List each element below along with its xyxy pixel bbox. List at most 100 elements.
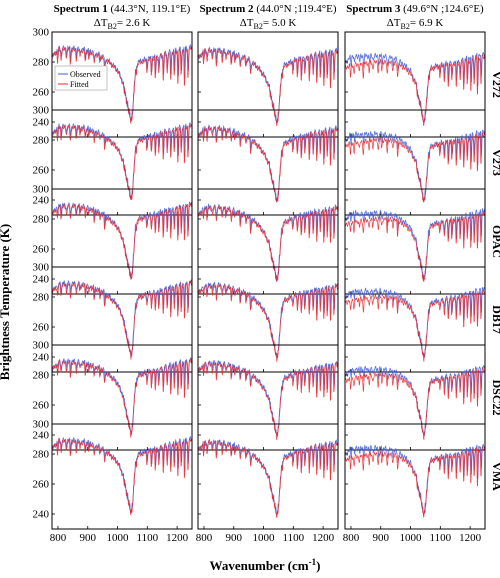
observed-series-line (51, 121, 193, 200)
fitted-series-line (51, 45, 193, 125)
x-tick-label: 1000 (253, 532, 276, 544)
column-title-coords: (44.0°N ;119.4°E) (254, 3, 337, 15)
y-tick-label: 260 (33, 87, 50, 99)
column-title: Spectrum 2 (44.0°N ;119.4°E) (199, 3, 336, 15)
fitted-series-line (197, 205, 339, 282)
y-tick-label: 260 (33, 479, 50, 491)
y-tick-label: 280 (33, 370, 50, 382)
delta-tb2-prefix: ΔT (387, 17, 401, 29)
x-tick-label: 900 (372, 532, 389, 544)
x-tick-label: 900 (79, 532, 96, 544)
panel: 240 260 280 300 (33, 105, 193, 216)
fitted-series-line (51, 437, 193, 516)
observed-series-line (51, 201, 193, 279)
delta-tb2-prefix: ΔT (94, 17, 108, 29)
legend-entry: Fitted (70, 80, 89, 89)
delta-tb2-label: ΔTB2= 5.0 K (240, 17, 297, 31)
y-tick-label: 240 (33, 430, 50, 442)
y-tick-label: 240 (33, 509, 50, 521)
y-tick-label: 300 (33, 419, 50, 431)
observed-series-line (197, 203, 339, 282)
fitted-series-line (197, 439, 339, 518)
y-tick-label: 280 (33, 135, 50, 147)
x-tick-label: 1000 (400, 532, 423, 544)
row-label: OPAC (490, 225, 500, 258)
column-title: Spectrum 3 (49.6°N ;124.6°E) (346, 3, 484, 15)
row-label: VMA (490, 462, 500, 491)
y-tick-label: 300 (33, 262, 50, 274)
x-tick-label: 800 (343, 532, 360, 544)
fitted-series-line (344, 446, 486, 518)
delta-tb2-subscript: B2 (108, 22, 117, 31)
panel (197, 344, 339, 451)
panel (344, 188, 486, 295)
fitted-series-line (197, 282, 339, 362)
panel-frame (344, 423, 486, 530)
panel: 240 260 280 300 (33, 184, 193, 295)
panel (197, 31, 339, 138)
fitted-series-line (344, 290, 486, 362)
x-axis-label: Wavenumber (cm-1) (210, 557, 321, 573)
y-tick-label: 260 (33, 165, 50, 177)
x-tick-label: 1100 (283, 532, 305, 544)
x-axis-label-exponent: -1 (309, 557, 317, 567)
panel: 800 900 1000 1100 1200 (343, 423, 486, 544)
panel-frame (197, 31, 339, 138)
panel-frame (197, 266, 339, 373)
delta-tb2-subscript: B2 (254, 22, 263, 31)
row-label: V272 (490, 71, 500, 98)
column-title-bold: Spectrum 2 (199, 3, 254, 15)
fitted-series-line (344, 367, 486, 440)
x-tick-label: 1200 (166, 532, 189, 544)
y-tick-label: 260 (33, 244, 50, 256)
y-tick-label: 260 (33, 400, 50, 412)
column-title: Spectrum 1 (44.3°N, 119.1°E) (54, 3, 191, 15)
panel: 240 260 280 300 (33, 262, 193, 373)
y-tick-label: 300 (33, 105, 50, 117)
fitted-series-line (51, 124, 193, 201)
delta-tb2-label: ΔTB2= 6.9 K (387, 17, 444, 31)
y-tick-label: 240 (33, 117, 50, 129)
column-title-bold: Spectrum 1 (54, 3, 108, 15)
x-tick-label: 900 (225, 532, 242, 544)
delta-tb2-label: ΔTB2= 2.6 K (94, 17, 151, 31)
panel (197, 109, 339, 216)
y-tick-label: 300 (33, 184, 50, 196)
y-tick-label: 280 (33, 57, 50, 69)
panel-frame (344, 266, 486, 373)
observed-series-line (344, 129, 486, 203)
y-axis-label: Brightness Temperature (K) (0, 224, 12, 380)
y-tick-label: 280 (33, 292, 50, 304)
panel-frame (51, 344, 193, 451)
fitted-series-line (51, 202, 193, 280)
delta-tb2-value: = 6.9 K (410, 17, 443, 29)
panel (344, 31, 486, 138)
panel (344, 344, 486, 451)
panel-frame (344, 344, 486, 451)
column-title-bold: Spectrum 3 (346, 3, 401, 15)
panel: 240 260 280 300 (33, 340, 193, 451)
delta-tb2-value: = 2.6 K (117, 17, 150, 29)
delta-tb2-subscript: B2 (401, 22, 410, 31)
fitted-series-line (197, 47, 339, 127)
panel-frame (51, 188, 193, 295)
row-label: DSC22 (490, 379, 500, 415)
y-tick-label: 260 (33, 322, 50, 334)
fitted-series-line (51, 358, 193, 438)
column-titles: Spectrum 1 (44.3°N, 119.1°E)ΔTB2= 2.6 KS… (54, 3, 484, 31)
x-tick-label: 1100 (137, 532, 159, 544)
x-axis-label-close: ) (316, 558, 320, 573)
x-axis-label-main: Wavenumber (cm (210, 558, 309, 573)
x-tick-label: 800 (50, 532, 67, 544)
y-tick-label: 300 (33, 27, 50, 39)
panel: 800 900 1000 1100 1200 (196, 423, 339, 544)
row-label: DB17 (490, 305, 500, 334)
fitted-series-line (344, 132, 486, 203)
panel (344, 109, 486, 216)
panel-frame (51, 109, 193, 216)
fitted-series-line (344, 211, 486, 282)
fitted-series-line (197, 361, 339, 441)
